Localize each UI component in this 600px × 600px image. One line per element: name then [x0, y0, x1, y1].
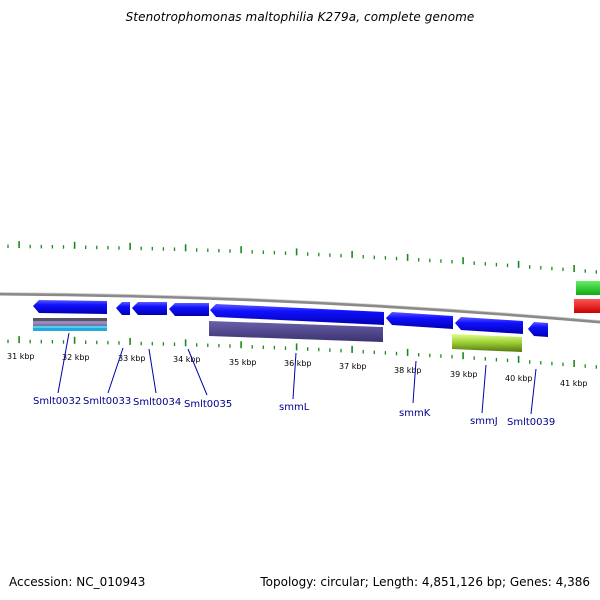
- gene-arrow-smlt0035[interactable]: [169, 303, 209, 316]
- gene-label-smlt0039[interactable]: Smlt0039: [507, 417, 555, 428]
- kbp-label: 38 kbp: [394, 366, 422, 375]
- kbp-label: 32 kbp: [62, 353, 90, 362]
- gene-label-smlt0035[interactable]: Smlt0035: [184, 399, 232, 410]
- gene-arrow-smlt0032[interactable]: [33, 300, 107, 314]
- gene-label-leaders: [57, 332, 537, 415]
- gene-arrow-smlt0033[interactable]: [116, 302, 130, 315]
- accession-label: Accession: NC_010943: [9, 575, 146, 589]
- kbp-label: 34 kbp: [173, 355, 201, 364]
- gene-label-smlt0033[interactable]: Smlt0033: [83, 396, 131, 407]
- genome-backbone-highlight: [0, 292, 600, 321]
- kbp-label: 39 kbp: [450, 370, 478, 379]
- feature-bar-smlt0032: [33, 318, 107, 331]
- kbp-label: 37 kbp: [339, 362, 367, 371]
- gene-label-smlt0034[interactable]: Smlt0034: [133, 397, 181, 408]
- kbp-label: 36 kbp: [284, 359, 312, 368]
- gene-label-smml[interactable]: smmL: [279, 402, 310, 413]
- genome-stats-label: Topology: circular; Length: 4,851,126 bp…: [260, 575, 590, 589]
- gene-label-smmj[interactable]: smmJ: [470, 416, 498, 427]
- kbp-label: 40 kbp: [505, 374, 533, 383]
- kbp-label: 31 kbp: [7, 352, 35, 361]
- outer-tick-track: [7, 241, 597, 274]
- kbp-scale: 31 kbp 32 kbp 33 kbp 34 kbp 35 kbp 36 kb…: [7, 352, 588, 388]
- gene-label-smmk[interactable]: smmK: [399, 408, 431, 419]
- gene-arrow-smmk[interactable]: [386, 312, 453, 329]
- gene-labels: Smlt0032 Smlt0033 Smlt0034 Smlt0035 smmL…: [33, 396, 555, 428]
- inner-tick-track: [7, 336, 597, 369]
- map-title: Stenotrophomonas maltophilia K279a, comp…: [125, 10, 475, 24]
- kbp-label: 33 kbp: [118, 354, 146, 363]
- gene-arrow-smlt0034[interactable]: [132, 302, 167, 315]
- gene-label-smlt0032[interactable]: Smlt0032: [33, 396, 81, 407]
- feature-bar-smmj: [452, 334, 522, 352]
- feature-bar-smml: [209, 321, 383, 342]
- gene-arrow-smmj[interactable]: [455, 317, 523, 334]
- gene-arrow-smlt0039[interactable]: [528, 322, 548, 337]
- kbp-label: 41 kbp: [560, 379, 588, 388]
- gene-arrow-smml[interactable]: [210, 304, 384, 325]
- genome-backbone: [0, 292, 600, 324]
- rna-feature-red[interactable]: [574, 299, 600, 313]
- rna-feature-green[interactable]: [576, 281, 600, 295]
- kbp-label: 35 kbp: [229, 358, 257, 367]
